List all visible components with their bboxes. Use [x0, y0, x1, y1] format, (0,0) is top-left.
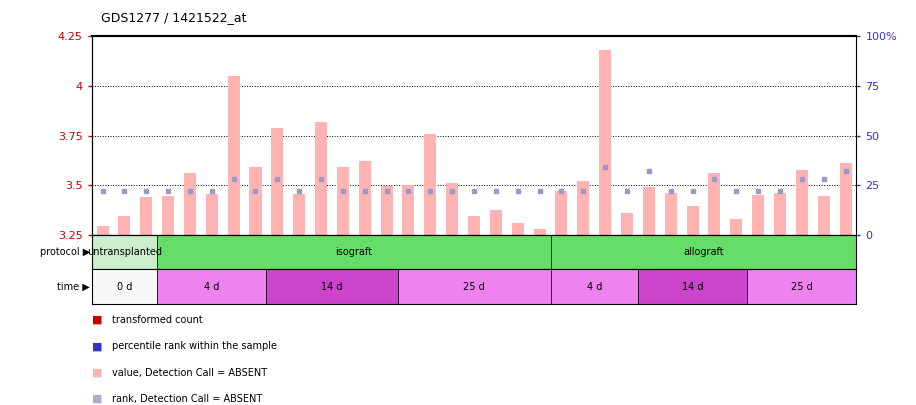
Bar — [796, 171, 808, 235]
Bar — [708, 173, 720, 235]
Bar — [398, 269, 551, 304]
Bar — [730, 219, 742, 235]
Text: percentile rank within the sample: percentile rank within the sample — [112, 341, 277, 351]
Bar — [840, 164, 852, 235]
Bar — [687, 206, 699, 235]
Text: value, Detection Call = ABSENT: value, Detection Call = ABSENT — [112, 368, 267, 377]
Bar — [621, 213, 633, 235]
Text: 25 d: 25 d — [463, 281, 485, 292]
Bar — [267, 269, 398, 304]
Bar — [446, 183, 458, 235]
Bar — [665, 193, 677, 235]
Bar — [402, 185, 414, 235]
Bar — [249, 167, 261, 235]
Bar — [158, 269, 267, 304]
Text: 25 d: 25 d — [791, 281, 812, 292]
Bar — [512, 223, 524, 235]
Bar — [92, 235, 158, 269]
Bar — [747, 269, 856, 304]
Text: time ▶: time ▶ — [57, 281, 90, 292]
Bar — [381, 186, 393, 235]
Text: GDS1277 / 1421522_at: GDS1277 / 1421522_at — [101, 11, 246, 24]
Bar — [643, 187, 655, 235]
Text: 4 d: 4 d — [204, 281, 220, 292]
Bar — [577, 181, 589, 235]
Text: ■: ■ — [92, 315, 102, 325]
Bar — [534, 229, 546, 235]
Bar — [96, 226, 108, 235]
Text: 14 d: 14 d — [322, 281, 343, 292]
Bar — [140, 197, 152, 235]
Bar — [206, 194, 218, 235]
Text: 4 d: 4 d — [586, 281, 602, 292]
Text: allograft: allograft — [683, 247, 724, 257]
Text: transformed count: transformed count — [112, 315, 202, 325]
Text: isograft: isograft — [335, 247, 372, 257]
Bar — [752, 195, 764, 235]
Bar — [774, 193, 786, 235]
Text: 0 d: 0 d — [116, 281, 132, 292]
Bar — [490, 210, 502, 235]
Bar — [293, 194, 305, 235]
Bar — [818, 196, 830, 235]
Text: untransplanted: untransplanted — [87, 247, 162, 257]
Bar — [162, 196, 174, 235]
Bar — [424, 134, 436, 235]
Bar — [271, 128, 283, 235]
Bar — [337, 167, 349, 235]
Bar — [228, 76, 240, 235]
Bar — [118, 216, 130, 235]
Bar — [158, 235, 551, 269]
Bar — [315, 122, 327, 235]
Bar — [551, 269, 638, 304]
Bar — [359, 162, 371, 235]
Text: rank, Detection Call = ABSENT: rank, Detection Call = ABSENT — [112, 394, 262, 404]
Text: ■: ■ — [92, 394, 102, 404]
Bar — [599, 50, 611, 235]
Bar — [92, 269, 158, 304]
Text: protocol ▶: protocol ▶ — [39, 247, 90, 257]
Bar — [468, 216, 480, 235]
Text: 14 d: 14 d — [682, 281, 703, 292]
Text: ■: ■ — [92, 368, 102, 377]
Bar — [184, 173, 196, 235]
Bar — [551, 235, 856, 269]
Text: ■: ■ — [92, 341, 102, 351]
Bar — [555, 191, 567, 235]
Bar — [638, 269, 747, 304]
